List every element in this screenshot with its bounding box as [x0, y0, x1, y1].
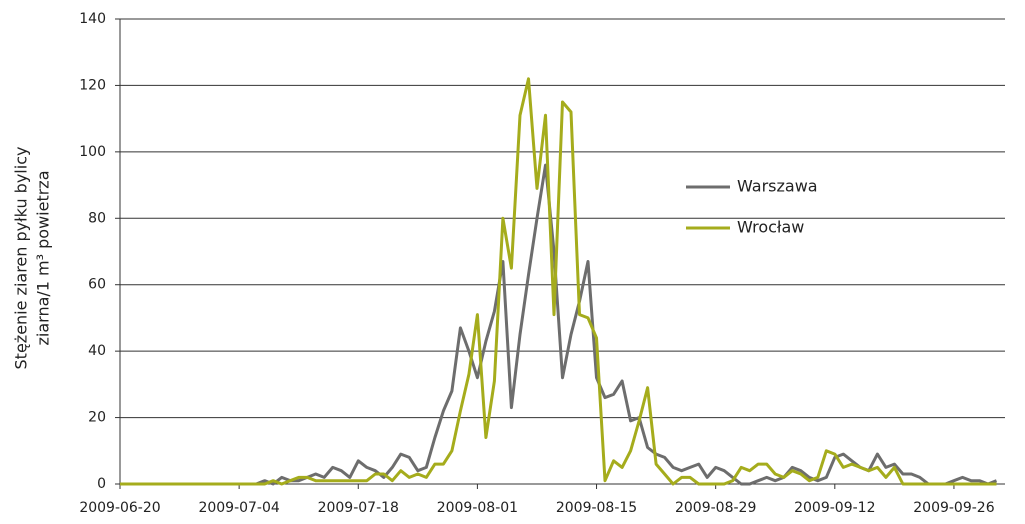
y-tick-label: 20	[88, 410, 106, 426]
x-tick-label: 2009-07-04	[198, 500, 279, 516]
x-tick-label: 2009-09-12	[794, 500, 875, 516]
y-tick-label: 60	[88, 277, 106, 293]
x-tick-label: 2009-08-15	[556, 500, 637, 516]
x-tick-label: 2009-06-20	[79, 500, 160, 516]
series-line	[120, 77, 997, 486]
y-tick-label: 40	[88, 343, 106, 359]
y-tick-label: 120	[79, 77, 106, 93]
legend-label: Wrocław	[737, 218, 804, 237]
x-tick-label: 2009-07-18	[318, 500, 399, 516]
legend-label: Warszawa	[737, 177, 818, 196]
x-tick-label: 2009-08-29	[675, 500, 756, 516]
x-tick-label: 2009-09-26	[913, 500, 994, 516]
y-axis-label: ziarna/1 m³ powietrza	[34, 170, 53, 345]
y-tick-label: 80	[88, 210, 106, 226]
y-axis-label: Stężenie ziaren pyłku bylicy	[12, 147, 31, 370]
y-tick-label: 100	[79, 144, 106, 160]
series-line	[120, 163, 998, 486]
y-tick-label: 140	[79, 11, 106, 27]
y-tick-label: 0	[97, 476, 106, 492]
x-tick-label: 2009-08-01	[437, 500, 518, 516]
